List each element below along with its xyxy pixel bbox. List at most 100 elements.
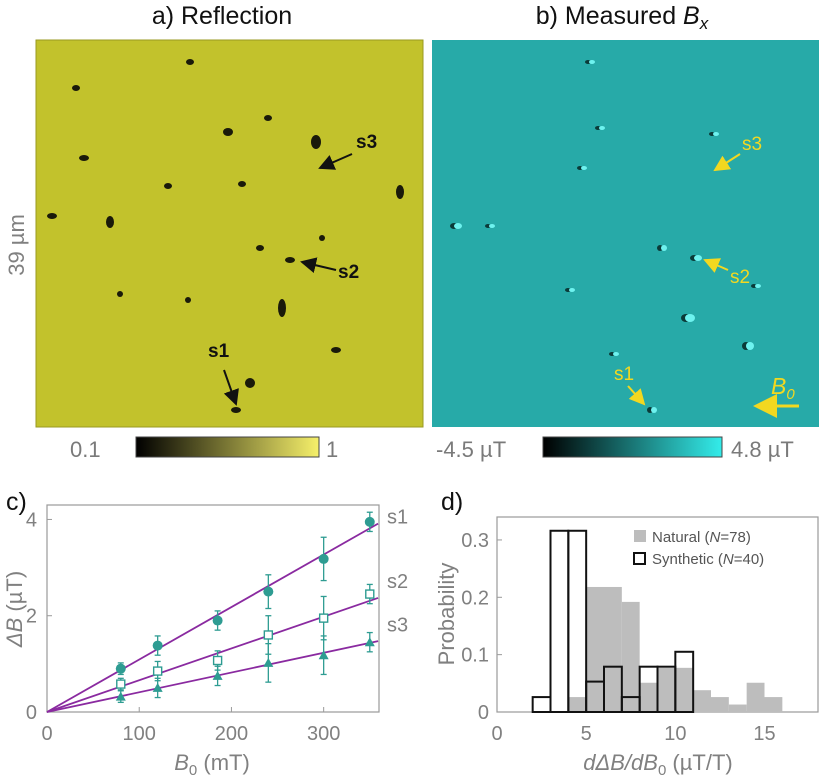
dipole-bright: [599, 126, 605, 130]
dipole-bright: [454, 223, 462, 229]
bar-natural: [693, 690, 711, 712]
ytick-label-c: 2: [26, 606, 37, 628]
bar-synthetic: [531, 696, 552, 714]
scale-label: 39 µm: [4, 214, 29, 276]
ytick-label-d: 0.2: [461, 587, 489, 609]
point-s2: [365, 589, 375, 599]
colorbar-b: -4.5 µT 4.8 µT: [436, 436, 794, 462]
defect-spot-a: [164, 183, 172, 189]
bar-natural: [746, 682, 765, 712]
ytick-label-c: 4: [26, 509, 37, 531]
xtick-label-d: 5: [581, 723, 592, 745]
defect-spot-a: [319, 235, 325, 241]
bar-synthetic: [567, 529, 588, 713]
point-s2: [212, 655, 223, 666]
defect-spot-a: [331, 347, 341, 353]
dipole-bright: [489, 224, 495, 228]
ylabel-c: ΔB (µT): [2, 571, 27, 648]
point-s1: [263, 586, 274, 597]
legend-d: Natural (N=78) Synthetic (N=40): [633, 529, 764, 568]
arrow-b-s3: [713, 153, 741, 172]
dipole-bright: [755, 284, 761, 288]
reflection-image: [35, 39, 424, 428]
colorbar-b-max: 4.8 µT: [731, 437, 794, 462]
legend-natural-label: Natural (N=78): [652, 529, 751, 546]
point-s2: [263, 630, 274, 640]
xtick-label-d: 15: [753, 723, 775, 745]
defect-spot-a: [285, 257, 295, 263]
defect-spot-a: [256, 245, 264, 251]
arrow-a-s3: [318, 153, 353, 170]
defect-spot-a: [311, 135, 321, 149]
colorbar-b-min: -4.5 µT: [436, 437, 506, 462]
fit-line-s3: [46, 640, 379, 713]
series-label-s1: s1: [387, 506, 408, 528]
dipole-bright: [589, 60, 595, 64]
point-s2: [152, 666, 163, 676]
point-s2: [116, 679, 126, 689]
arrow-b-s2: [703, 258, 729, 273]
series-label-s2: s2: [387, 571, 408, 593]
bar-natural: [764, 697, 783, 712]
panel-d-label: d): [441, 488, 463, 516]
annot-b-s3: s3: [742, 134, 762, 155]
colorbar-a-max: 1: [326, 437, 338, 462]
xtick-label-d: 10: [664, 723, 686, 745]
ytick-label-d: 0: [478, 702, 489, 724]
series-label-s3: s3: [387, 614, 408, 636]
bar-natural: [568, 697, 587, 712]
defect-spot-a: [223, 128, 233, 136]
bar-natural: [675, 667, 694, 712]
xtick-label-d: 0: [491, 723, 502, 745]
dipole-bright: [685, 314, 695, 322]
fit-line-s1: [46, 522, 379, 713]
bar-synthetic: [674, 650, 695, 714]
defect-spot-a: [278, 299, 286, 317]
dipole-bright: [694, 255, 702, 261]
legend-natural-swatch: [634, 530, 646, 542]
bar-natural: [657, 667, 676, 712]
annot-a-s2: s2: [338, 262, 359, 283]
bx-map-image: [432, 40, 819, 427]
ytick-label-c: 0: [26, 702, 37, 724]
plot-frame-c: [46, 504, 380, 713]
defect-spot-a: [238, 181, 246, 187]
fit-line-s2: [46, 597, 379, 713]
point-s3: [212, 670, 223, 680]
annot-b-s2: s2: [730, 267, 750, 288]
panel-b-title: b) Measured Bx: [536, 2, 709, 33]
defect-spot-a: [231, 407, 241, 413]
bar-natural: [604, 586, 622, 712]
xtick-label-c: 300: [307, 723, 340, 745]
defect-spot-a: [117, 291, 123, 297]
defect-spot-a: [396, 185, 404, 199]
point-s3: [263, 657, 274, 667]
dipole-bright: [713, 132, 719, 136]
xtick-label-c: 0: [41, 723, 52, 745]
defect-spot-a: [106, 216, 114, 228]
bar-natural: [639, 682, 658, 712]
colorbar-a: 0.1 1: [70, 436, 338, 462]
arrow-a-s1: [223, 369, 239, 406]
point-s3: [152, 682, 163, 692]
ytick-label-d: 0.1: [461, 645, 489, 667]
point-s1: [318, 553, 329, 564]
panel-c-chart: 0 100 200 300 0 2 4 s1 s2 s3: [26, 504, 408, 745]
defect-spot-a: [47, 213, 57, 219]
point-s1: [212, 615, 223, 626]
bar-natural: [711, 697, 729, 712]
colorbar-a-min: 0.1: [70, 437, 101, 462]
point-s1: [364, 516, 375, 527]
dipole-bright: [651, 407, 657, 413]
dipole-bright: [581, 166, 587, 170]
bar-synthetic: [603, 665, 623, 713]
defect-spot-a: [186, 59, 194, 65]
ylabel-d: Probability: [434, 563, 459, 666]
annot-a-s1: s1: [208, 341, 230, 362]
panel-c-label: c): [6, 488, 27, 516]
dipole-bright: [746, 342, 754, 350]
annot-b-s1: s1: [614, 364, 634, 385]
ytick-label-d: 0.3: [461, 530, 489, 552]
dipole-bright: [569, 288, 575, 292]
